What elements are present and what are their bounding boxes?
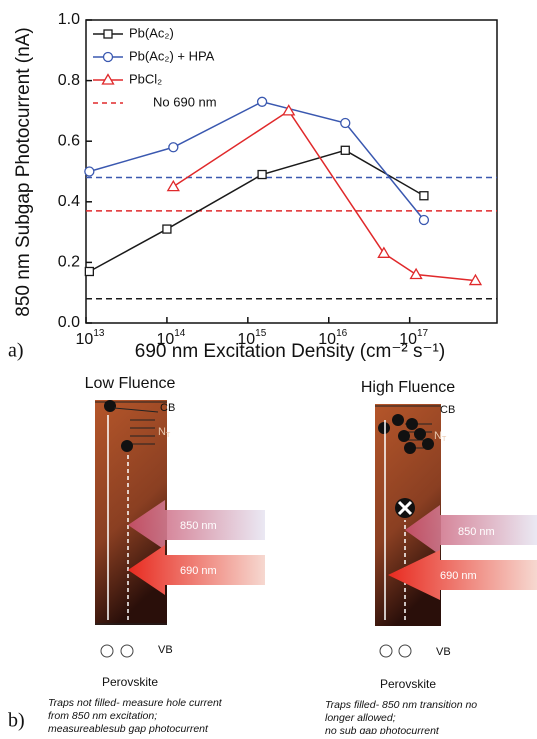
band-label: CB [160,402,175,414]
marker [340,145,350,155]
arrow-label: 690 nm [440,570,477,582]
material-label: Perovskite [380,677,436,691]
hole [120,644,134,658]
marker [418,214,430,226]
arrow-690 [128,545,265,595]
x-tick-label: 1013 [76,328,105,349]
hole [100,644,114,658]
x-tick-label: 1017 [399,328,428,349]
hole [379,644,393,658]
marker [84,266,94,277]
trap-label: NT [434,430,447,443]
marker [282,104,296,116]
marker [166,179,180,192]
arrow-690 [388,550,537,600]
y-tick-label: 0.8 [58,72,80,89]
arrow-label: 850 nm [458,526,495,538]
y-tick-label: 1.0 [58,11,80,28]
marker [84,166,95,177]
panel-label: a) [8,340,24,362]
arrow-label: 690 nm [180,565,217,577]
marker [468,273,483,286]
electron [104,400,116,412]
panel-title: Low Fluence [85,375,176,392]
marker [377,246,391,258]
x-tick-exp: 14 [174,328,186,339]
marker [101,73,115,85]
marker [409,267,423,280]
left-panel: Low Fluence 850 nm 690 nm CB NT VB Perov… [48,375,265,735]
electrons [378,414,434,454]
legend-label: No 690 nm [153,94,217,109]
panel-label: b) [8,710,25,732]
x-tick-exp: 13 [93,328,105,339]
arrow-label: 850 nm [180,520,217,532]
arrow-850 [405,505,537,555]
x-tick-base: 10 [156,331,174,348]
diagram: b) Low Fluence 850 nm 690 nm CB NT VB Pe… [8,375,537,737]
x-tick-base: 10 [399,331,417,348]
marker [102,51,114,63]
legend-label: PbCl₂ [129,71,162,86]
legend-label: Pb(Ac₂) + HPA [129,48,215,63]
hole [398,644,412,658]
right-panel: High Fluence 850 nm 690 nm CB NT VB Pero… [325,379,537,737]
x-tick-label: 1016 [318,328,347,349]
x-axis-label: 690 nm Excitation Density (cm⁻² s⁻¹) [135,341,445,362]
legend-label: Pb(Ac₂) [129,25,174,40]
marker [419,191,429,201]
panel-title: High Fluence [361,379,455,396]
marker [256,96,268,107]
marker [340,117,351,129]
caption: Traps filled- 850 nm transition no longer… [325,699,477,734]
trap-label: NT [158,426,171,439]
x-tick-base: 10 [318,331,336,348]
x-tick-exp: 15 [255,328,267,339]
y-tick-label: 0.2 [58,254,80,271]
marker [257,169,267,180]
band-label: VB [436,646,451,658]
series-line [172,109,476,282]
marker [162,224,172,234]
trap-levels [130,419,155,445]
x-tick-exp: 16 [336,328,348,339]
material-label: Perovskite [102,675,158,689]
y-tick-label: 0.6 [58,132,80,149]
marker [168,142,179,153]
marker [103,29,113,39]
y-axis-label: 850 nm Subgap Photocurrent (nA) [13,27,34,316]
x-tick-base: 10 [237,331,255,348]
y-tick-label: 0.0 [58,314,80,331]
y-tick-label: 0.4 [58,193,80,210]
x-tick-label: 1014 [156,328,185,349]
x-tick-label: 1015 [237,328,266,349]
pointer [113,407,159,413]
x-tick-exp: 17 [417,328,429,339]
arrow-850 [128,500,265,550]
caption: Traps not filled- measure hole current fr… [48,697,223,734]
x-tick-base: 10 [76,331,94,348]
plot-frame [85,19,498,324]
series-line [89,101,425,221]
blocked-mark [395,498,415,518]
band-label: VB [158,644,173,656]
band-label: CB [440,404,455,416]
electron [121,440,133,452]
